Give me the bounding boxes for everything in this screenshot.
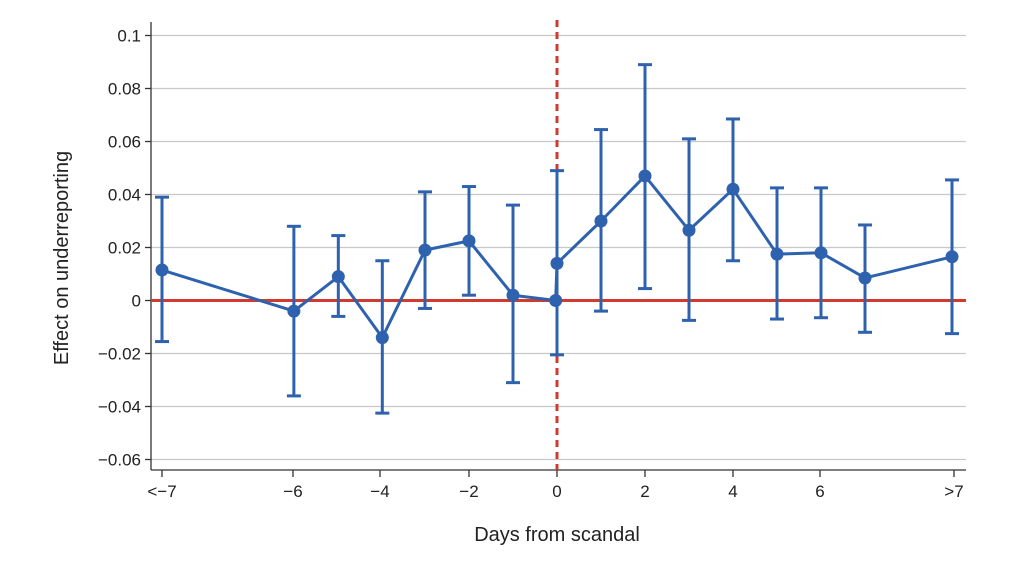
data-series — [155, 63, 959, 415]
x-tick-label: <−7 — [147, 482, 176, 501]
data-point — [682, 223, 696, 237]
data-point — [945, 250, 959, 264]
x-tick-label: 4 — [728, 482, 737, 501]
x-axis-title: Days from scandal — [474, 524, 640, 546]
x-tick-label: 2 — [640, 482, 649, 501]
data-point — [462, 234, 476, 248]
data-point — [814, 246, 828, 260]
data-point — [287, 304, 301, 318]
data-point — [638, 169, 652, 183]
y-tick-label: 0.02 — [108, 239, 141, 258]
y-tick-label: −0.04 — [98, 398, 141, 417]
tick-labels: 0.1 0.08 0.06 0.04 0.02 0 −0.02 −0.04 −0.06 <−7 −6… — [98, 27, 964, 502]
x-tick-label: 0 — [552, 482, 561, 501]
y-tick-label: −0.06 — [98, 451, 141, 470]
x-tick-label: −2 — [459, 482, 478, 501]
y-tick-label: 0 — [132, 292, 141, 311]
data-point — [726, 182, 740, 196]
y-tick-label: −0.02 — [98, 345, 141, 364]
x-tick-label: −6 — [283, 482, 302, 501]
data-point — [858, 271, 872, 285]
x-tick-label: 6 — [815, 482, 824, 501]
data-point — [770, 247, 784, 261]
x-tick-label: −4 — [370, 482, 389, 501]
data-point — [549, 294, 563, 307]
data-point — [331, 270, 345, 284]
y-tick-label: 0.1 — [117, 27, 141, 46]
data-point — [155, 263, 169, 277]
y-tick-label: 0.06 — [108, 133, 141, 152]
y-tick-label: 0.04 — [108, 186, 141, 205]
y-tick-label: 0.08 — [108, 80, 141, 99]
data-point — [418, 243, 432, 257]
data-point — [550, 256, 564, 270]
y-axis-title: Effect on underreporting — [51, 151, 73, 365]
data-point — [594, 214, 608, 228]
data-point — [506, 288, 520, 302]
data-point — [375, 331, 389, 345]
x-tick-label: >7 — [944, 482, 963, 501]
axes — [145, 22, 966, 477]
